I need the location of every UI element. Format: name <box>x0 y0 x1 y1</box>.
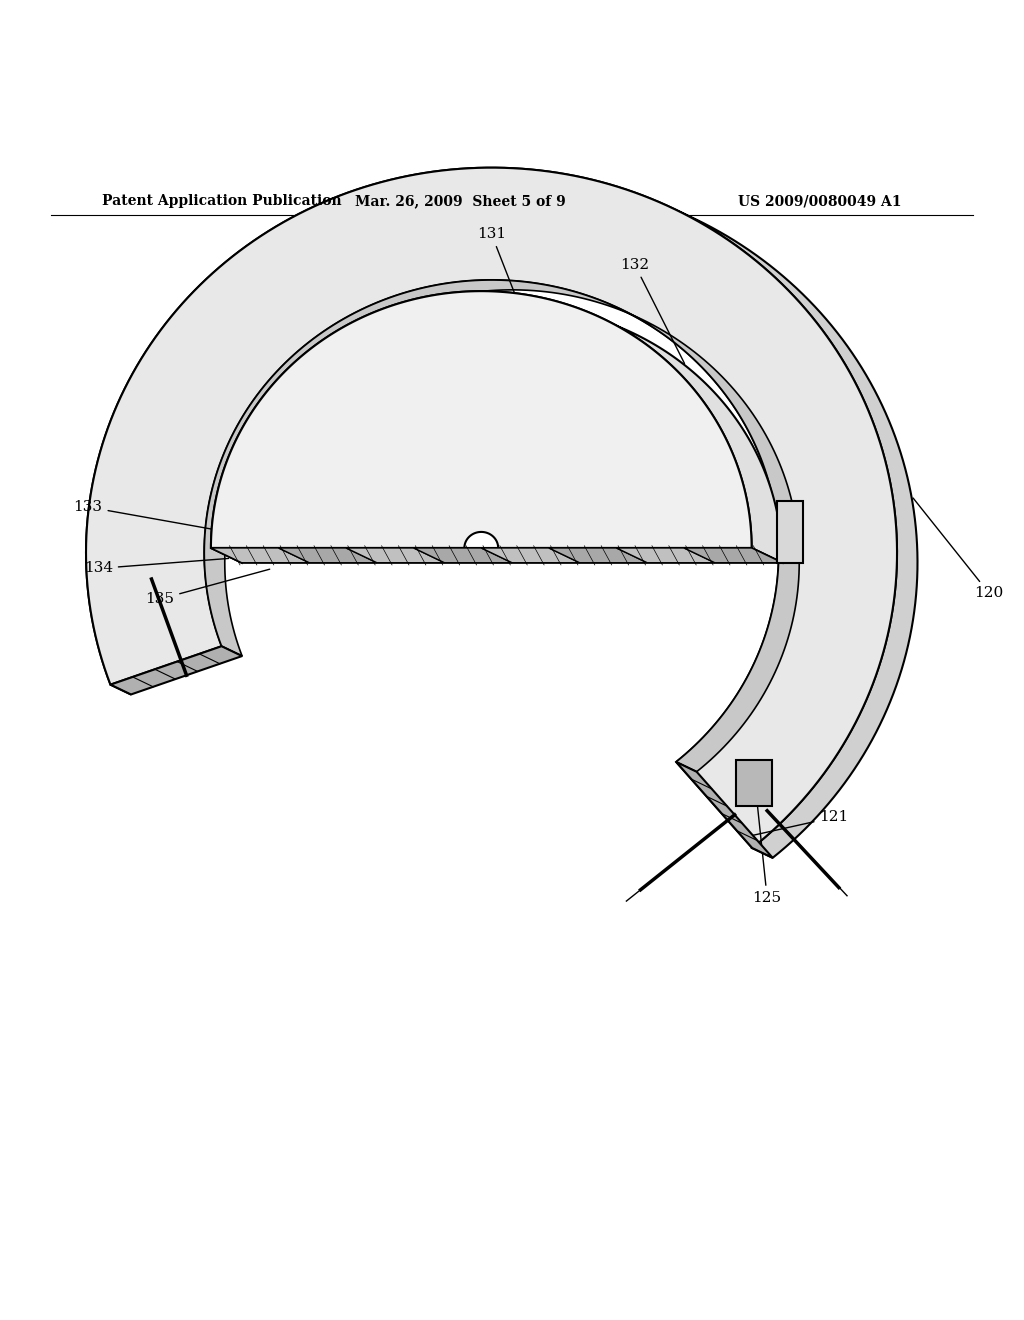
Text: 121: 121 <box>744 810 849 837</box>
Text: Patent Application Publication: Patent Application Publication <box>102 194 342 209</box>
Text: 120: 120 <box>913 498 1004 601</box>
Polygon shape <box>211 548 782 562</box>
Text: 125: 125 <box>753 804 781 904</box>
Polygon shape <box>211 292 782 562</box>
Text: 134: 134 <box>84 558 228 576</box>
Polygon shape <box>549 548 647 562</box>
Polygon shape <box>684 548 782 562</box>
Polygon shape <box>414 548 512 562</box>
Text: 133: 133 <box>74 500 228 532</box>
Polygon shape <box>616 548 715 562</box>
Polygon shape <box>777 502 803 562</box>
Polygon shape <box>211 292 752 548</box>
Text: FIG.  5: FIG. 5 <box>389 313 535 351</box>
Polygon shape <box>86 168 897 847</box>
Polygon shape <box>736 759 772 805</box>
Polygon shape <box>676 762 773 858</box>
Text: 131: 131 <box>477 227 531 335</box>
Polygon shape <box>86 168 918 858</box>
Polygon shape <box>205 280 799 772</box>
Text: 132: 132 <box>621 257 684 363</box>
Text: Mar. 26, 2009  Sheet 5 of 9: Mar. 26, 2009 Sheet 5 of 9 <box>355 194 566 209</box>
Polygon shape <box>111 647 242 694</box>
Polygon shape <box>346 548 444 562</box>
Polygon shape <box>211 548 309 562</box>
Text: US 2009/0080049 A1: US 2009/0080049 A1 <box>737 194 901 209</box>
Text: 135: 135 <box>477 500 521 556</box>
Text: 136: 136 <box>365 511 449 557</box>
Polygon shape <box>481 548 580 562</box>
Polygon shape <box>279 548 377 562</box>
Text: 135: 135 <box>145 569 269 606</box>
